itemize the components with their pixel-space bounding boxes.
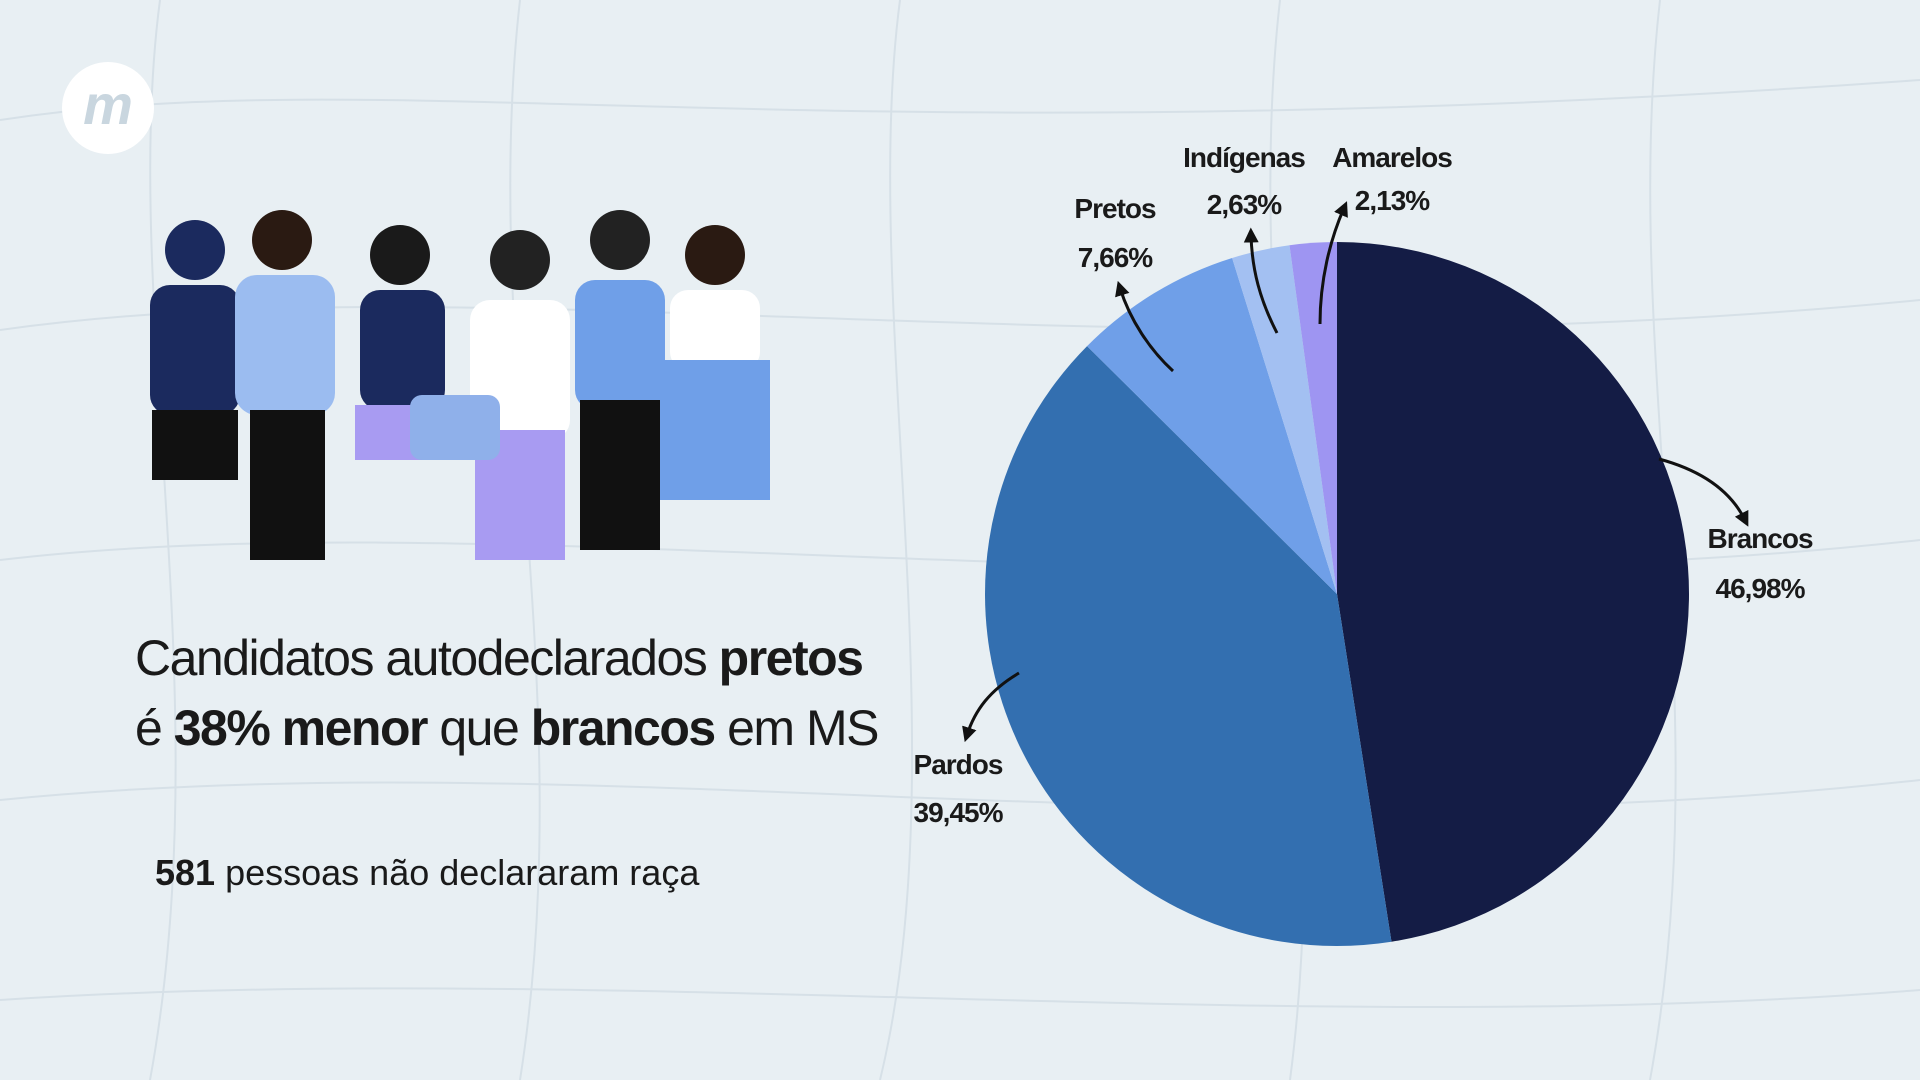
pie-slice bbox=[1337, 241, 1690, 942]
arrow bbox=[1658, 457, 1749, 527]
headline-line: Candidatos autodeclarados pretos bbox=[135, 630, 862, 686]
slice-label: Brancos bbox=[1707, 523, 1812, 554]
arrow bbox=[1243, 227, 1279, 334]
skirt bbox=[152, 410, 238, 480]
logo-circle bbox=[62, 62, 154, 154]
note-part: 581 bbox=[155, 852, 215, 893]
note-text: 581 pessoas não declararam raça bbox=[155, 852, 700, 893]
label-arrows bbox=[962, 201, 1749, 743]
slice-value-label: 2,13% bbox=[1355, 185, 1430, 216]
illustration bbox=[150, 210, 770, 560]
note: 581 pessoas não declararam raça bbox=[155, 852, 700, 893]
headline-part: pretos bbox=[719, 630, 863, 686]
slice-label: Amarelos bbox=[1332, 142, 1452, 173]
slice-value-label: 7,66% bbox=[1078, 242, 1153, 273]
pie-slice bbox=[984, 346, 1392, 947]
headline-line: é 38% menor que brancos em MS bbox=[135, 700, 878, 756]
headline-part: Candidatos autodeclarados bbox=[135, 630, 719, 686]
slice-value-label: 46,98% bbox=[1716, 573, 1806, 604]
arrow bbox=[1318, 201, 1348, 325]
arrow bbox=[962, 671, 1020, 743]
slice-value-label: 39,45% bbox=[914, 797, 1004, 828]
pie-slice bbox=[1232, 245, 1337, 594]
pie-slice bbox=[1289, 242, 1337, 594]
headline: Candidatos autodeclarados pretos é 38% me… bbox=[135, 630, 880, 756]
logo-text: m bbox=[83, 73, 133, 136]
logo: m bbox=[62, 62, 154, 154]
slice-label: Pardos bbox=[914, 749, 1003, 780]
arrow bbox=[1115, 280, 1175, 373]
headline-part: que bbox=[427, 700, 531, 756]
slice-label: Indígenas bbox=[1183, 142, 1305, 173]
slice-label: Pretos bbox=[1074, 193, 1156, 224]
headline-part: é bbox=[135, 700, 174, 756]
note-part: pessoas não declararam raça bbox=[215, 852, 700, 893]
pie-slice bbox=[1087, 257, 1337, 594]
headline-part: brancos bbox=[531, 700, 715, 756]
slice-value-label: 2,63% bbox=[1207, 189, 1282, 220]
headline-part: em MS bbox=[715, 700, 878, 756]
pie-chart bbox=[984, 241, 1690, 947]
headline-part: 38% menor bbox=[174, 700, 428, 756]
